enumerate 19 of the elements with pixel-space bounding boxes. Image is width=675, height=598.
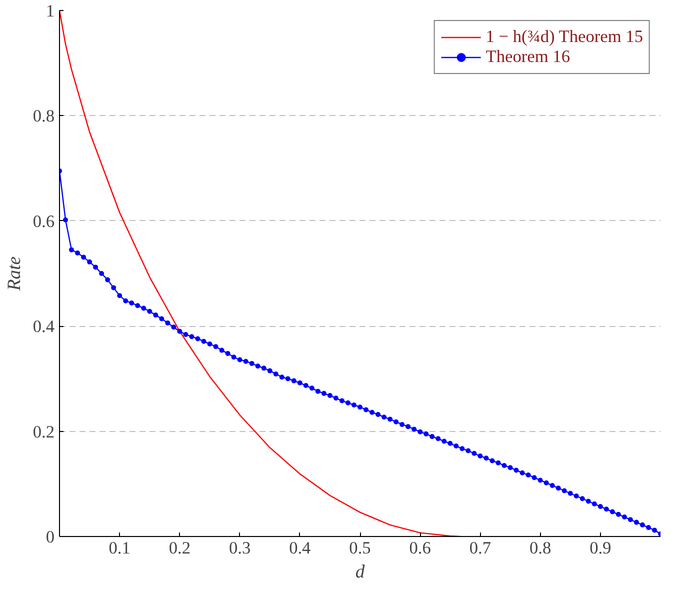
y-tick-label: 0.6 [32, 212, 55, 231]
y-tick-label: 0.8 [32, 106, 55, 126]
x-tick-label: 0.2 [168, 538, 191, 558]
legend-label: 1 − h(¾d) Theorem 15 [486, 27, 643, 47]
y-tick-label: 1 [46, 2, 55, 20]
x-tick-label: 0.6 [409, 538, 432, 558]
x-tick-label: 0.8 [529, 538, 552, 558]
x-tick-label: 0.3 [228, 538, 251, 558]
x-axis-title: d [355, 562, 366, 582]
y-axis-title: Rate [4, 256, 25, 292]
x-tick-label: 0.5 [349, 538, 371, 558]
x-tick-label: 0.4 [289, 538, 312, 558]
x-tick-label: 0.1 [108, 538, 130, 558]
legend-label: Theorem 16 [486, 47, 570, 67]
x-tick-label: 0.9 [590, 538, 612, 558]
y-tick-label: 0.2 [32, 422, 55, 442]
x-tick-label: 0.7 [469, 538, 492, 558]
y-tick-label: 0.4 [32, 317, 55, 336]
y-tick-label: 0 [46, 528, 55, 546]
